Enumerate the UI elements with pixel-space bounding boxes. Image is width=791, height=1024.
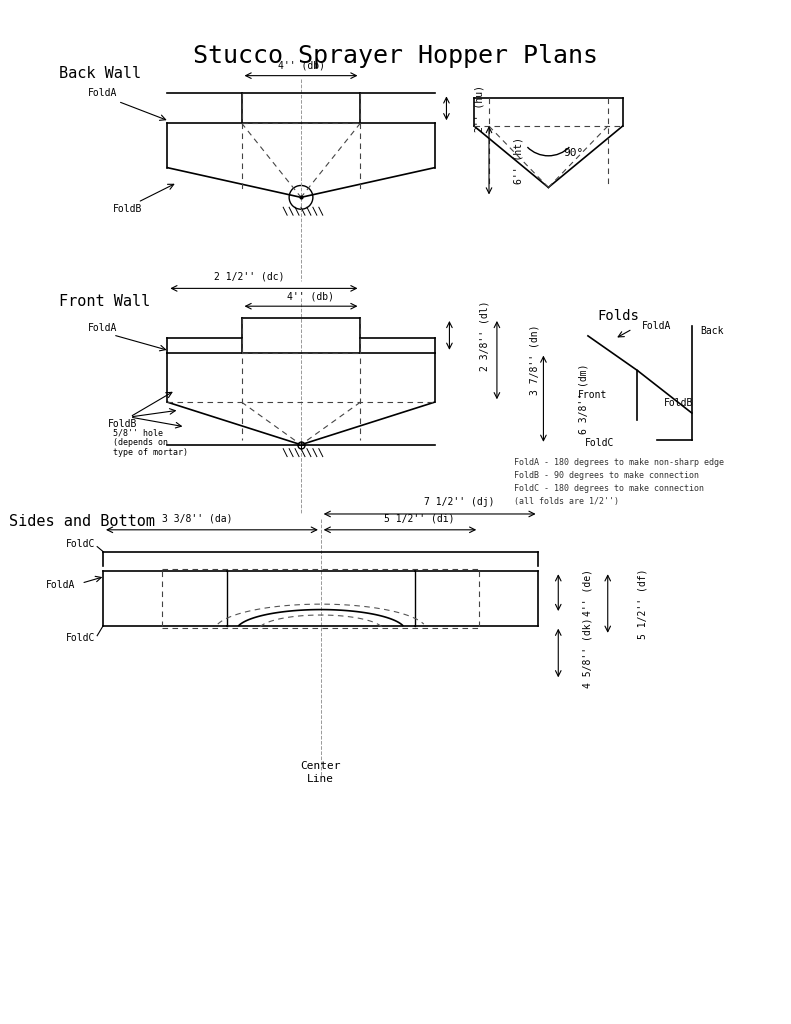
Text: Back Wall: Back Wall xyxy=(59,67,141,81)
Text: FoldA: FoldA xyxy=(46,581,75,590)
Text: Back: Back xyxy=(700,326,723,336)
Text: FoldB: FoldB xyxy=(113,204,142,214)
Text: Folds: Folds xyxy=(598,309,640,324)
Text: 2 1/2'' (dc): 2 1/2'' (dc) xyxy=(214,271,284,282)
Text: Stucco Sprayer Hopper Plans: Stucco Sprayer Hopper Plans xyxy=(192,44,597,68)
Text: 4'' (db): 4'' (db) xyxy=(278,60,324,71)
Text: Center: Center xyxy=(301,761,341,771)
Text: Sides and Bottom: Sides and Bottom xyxy=(9,514,155,529)
Text: (depends on: (depends on xyxy=(113,438,168,447)
Text: FoldC - 180 degrees to make connection: FoldC - 180 degrees to make connection xyxy=(513,483,704,493)
Text: FoldA - 180 degrees to make non-sharp edge: FoldA - 180 degrees to make non-sharp ed… xyxy=(513,458,724,467)
Text: FoldC: FoldC xyxy=(585,437,615,447)
Text: 4 5/8'' (dk): 4 5/8'' (dk) xyxy=(583,617,593,688)
Text: 5 1/2'' (df): 5 1/2'' (df) xyxy=(638,568,647,639)
Text: FoldC: FoldC xyxy=(66,633,95,643)
Text: 7 1/2'' (dj): 7 1/2'' (dj) xyxy=(424,497,494,507)
Text: 5/8'' hole: 5/8'' hole xyxy=(113,428,163,437)
Text: FoldB: FoldB xyxy=(664,398,694,409)
Text: 6 3/8'' (dm): 6 3/8'' (dm) xyxy=(578,364,588,434)
Text: 2'' (hu): 2'' (hu) xyxy=(474,85,484,132)
Text: FoldB - 90 degrees to make connection: FoldB - 90 degrees to make connection xyxy=(513,471,698,480)
Text: Front Wall: Front Wall xyxy=(59,294,149,309)
Text: FoldA: FoldA xyxy=(89,323,118,333)
Text: 4'' (de): 4'' (de) xyxy=(583,569,593,616)
Text: 3 3/8'' (da): 3 3/8'' (da) xyxy=(162,514,233,524)
Text: 4'' (db): 4'' (db) xyxy=(287,291,335,301)
Text: FoldC: FoldC xyxy=(66,539,95,549)
Text: FoldA: FoldA xyxy=(642,321,672,331)
Text: (all folds are 1/2''): (all folds are 1/2'') xyxy=(513,497,619,506)
Text: 5 1/2'' (di): 5 1/2'' (di) xyxy=(384,514,455,524)
Text: 2 3/8'' (dl): 2 3/8'' (dl) xyxy=(479,300,489,371)
Text: 90°: 90° xyxy=(563,147,583,158)
Text: FoldA: FoldA xyxy=(89,88,118,98)
Text: 6'' (ht): 6'' (ht) xyxy=(513,137,524,183)
Text: type of mortar): type of mortar) xyxy=(113,449,188,457)
Text: 3 7/8'' (dn): 3 7/8'' (dn) xyxy=(529,325,539,395)
Text: Front: Front xyxy=(578,390,607,400)
Text: Line: Line xyxy=(307,774,335,784)
Text: FoldB: FoldB xyxy=(108,419,138,429)
